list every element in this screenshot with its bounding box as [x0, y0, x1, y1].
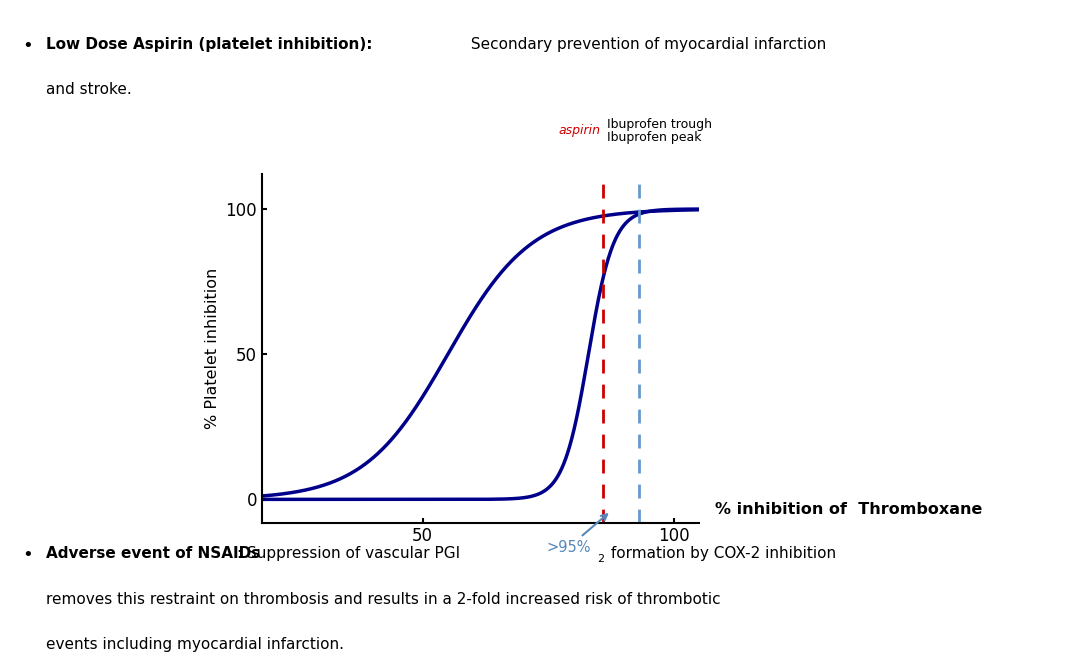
Text: Ibuprofen trough: Ibuprofen trough: [607, 118, 712, 131]
Text: : Suppression of vascular PGI: : Suppression of vascular PGI: [237, 546, 460, 561]
Text: Low Dose Aspirin (platelet inhibition):: Low Dose Aspirin (platelet inhibition):: [46, 37, 372, 52]
Text: and stroke.: and stroke.: [46, 82, 132, 97]
Y-axis label: % Platelet inhibition: % Platelet inhibition: [205, 268, 221, 429]
Text: •: •: [22, 37, 33, 55]
Text: % inhibition of  Thromboxane: % inhibition of Thromboxane: [715, 502, 983, 517]
Text: aspirin: aspirin: [558, 125, 601, 137]
Text: >95%: >95%: [546, 515, 607, 555]
Text: Ibuprofen peak: Ibuprofen peak: [607, 131, 701, 144]
Text: events including myocardial infarction.: events including myocardial infarction.: [46, 637, 344, 652]
Text: Secondary prevention of myocardial infarction: Secondary prevention of myocardial infar…: [466, 37, 827, 52]
Text: removes this restraint on thrombosis and results in a 2-fold increased risk of t: removes this restraint on thrombosis and…: [46, 592, 721, 606]
Text: formation by COX-2 inhibition: formation by COX-2 inhibition: [606, 546, 836, 561]
Text: •: •: [22, 546, 33, 564]
Text: Adverse event of NSAIDs: Adverse event of NSAIDs: [46, 546, 260, 561]
Text: 2: 2: [597, 554, 605, 564]
